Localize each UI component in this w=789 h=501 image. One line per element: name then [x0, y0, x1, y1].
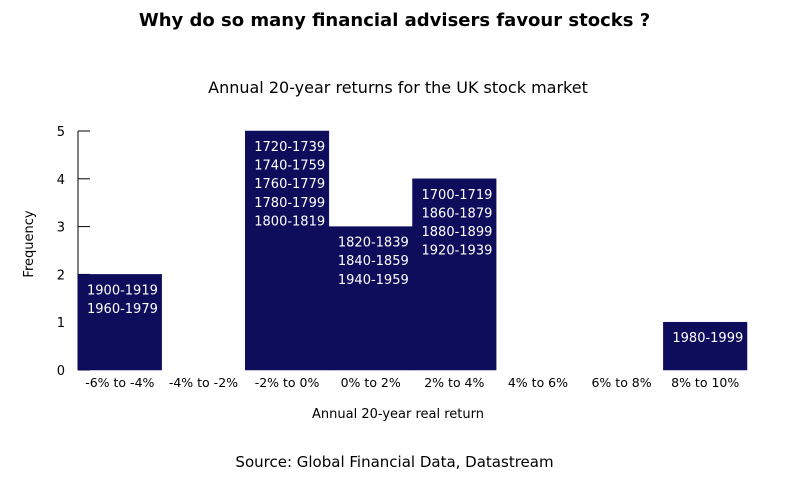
bar-period-label: 1860-1879	[422, 206, 493, 221]
bar-period-label: 1960-1979	[87, 302, 158, 317]
bars: 1900-1919 1960-1979 1720-1739 1740-1759 1760…	[77, 130, 748, 371]
bar	[663, 321, 748, 371]
x-tick-label: 0% to 2%	[341, 375, 401, 390]
x-axis-label: Annual 20-year real return	[312, 407, 484, 422]
x-axis: -6% to -4% -4% to -2% -2% to 0% 0% to 2% 2% …	[85, 375, 739, 390]
x-tick-label: -4% to -2%	[169, 375, 238, 390]
x-tick-label: -6% to -4%	[85, 375, 154, 390]
bar	[412, 178, 497, 371]
bar-period-label: 1800-1819	[254, 214, 325, 229]
bar-period-label: 1820-1839	[338, 236, 409, 251]
bar-period-label: 1700-1719	[422, 188, 493, 203]
bar	[245, 130, 330, 371]
page-title: Why do so many financial advisers favour…	[138, 10, 651, 31]
bar-period-label: 1940-1959	[338, 273, 409, 288]
bar-period-label: 1920-1939	[422, 244, 493, 259]
bar-period-label: 1780-1799	[254, 196, 325, 211]
bar-period-label: 1740-1759	[254, 159, 325, 174]
bar-period-label: 1840-1859	[338, 254, 409, 269]
bar	[77, 274, 162, 371]
chart-title: Annual 20-year returns for the UK stock …	[208, 78, 588, 97]
x-tick-label: -2% to 0%	[255, 375, 320, 390]
y-tick-label: 0	[57, 364, 65, 379]
x-tick-label: 4% to 6%	[508, 375, 568, 390]
x-tick-label: 8% to 10%	[671, 375, 739, 390]
bar-period-label: 1760-1779	[254, 177, 325, 192]
y-tick-label: 2	[57, 268, 65, 283]
x-tick-label: 6% to 8%	[591, 375, 651, 390]
bar-period-label: 1900-1919	[87, 283, 158, 298]
y-tick-label: 5	[57, 125, 65, 140]
y-tick-label: 3	[57, 221, 65, 236]
y-tick-label: 4	[57, 173, 65, 188]
bar-period-label: 1720-1739	[254, 140, 325, 155]
bar-period-label: 1880-1899	[422, 225, 493, 240]
x-tick-label: 2% to 4%	[424, 375, 484, 390]
y-axis-label: Frequency	[22, 210, 37, 277]
source-note: Source: Global Financial Data, Datastrea…	[235, 453, 554, 471]
bar-period-label: 1980-1999	[672, 331, 743, 346]
y-tick-label: 1	[57, 316, 65, 331]
